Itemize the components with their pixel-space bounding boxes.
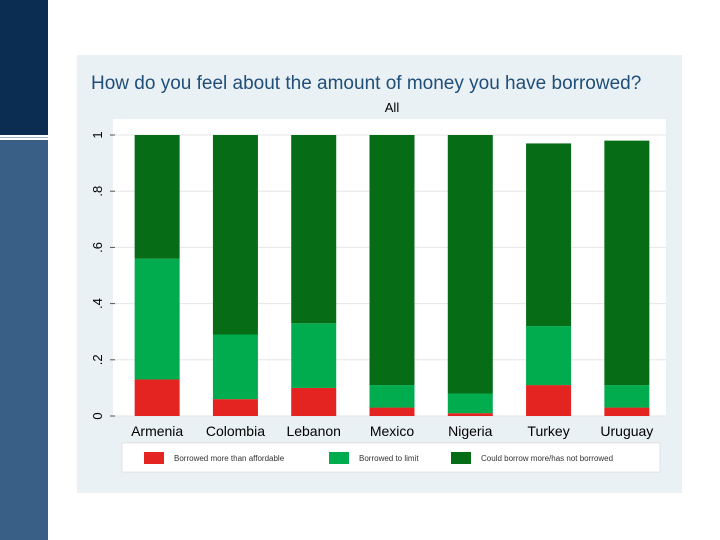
x-tick-label: Turkey xyxy=(527,423,569,439)
bar-segment xyxy=(212,135,258,335)
bar-segment xyxy=(134,258,180,380)
bar-segment xyxy=(369,385,415,408)
bar-segment xyxy=(447,135,493,394)
slide-accent-bar-bottom xyxy=(0,140,48,540)
bar-segment xyxy=(291,135,337,324)
x-tick-label: Mexico xyxy=(370,423,415,439)
y-tick-label: 0 xyxy=(90,412,105,419)
bar-segment xyxy=(134,135,180,259)
chart-figure: How do you feel about the amount of mone… xyxy=(77,55,682,493)
bar-segment xyxy=(447,413,493,416)
bar-segment xyxy=(604,140,650,386)
bar-segment xyxy=(291,387,337,416)
bars xyxy=(134,135,650,416)
x-tick-label: Armenia xyxy=(131,423,183,439)
slide-accent-bar-top xyxy=(0,0,48,135)
bar-segment xyxy=(526,385,572,416)
legend-label: Borrowed more than affordable xyxy=(174,454,285,463)
x-tick-label: Lebanon xyxy=(286,423,341,439)
slide-accent-divider xyxy=(0,137,48,138)
legend-swatch xyxy=(451,452,471,464)
y-tick-label: .8 xyxy=(90,186,105,197)
legend-label: Borrowed to limit xyxy=(359,454,419,463)
chart-title: How do you feel about the amount of mone… xyxy=(91,73,641,94)
legend-swatch xyxy=(329,452,349,464)
bar-segment xyxy=(447,393,493,414)
legend-swatch xyxy=(144,452,164,464)
bar-segment xyxy=(604,407,650,416)
x-tick-label: Nigeria xyxy=(448,423,493,439)
stacked-bar-chart: How do you feel about the amount of mone… xyxy=(90,73,666,473)
legend-box xyxy=(121,442,661,473)
bar-segment xyxy=(212,334,258,400)
chart-subtitle: All xyxy=(385,100,400,115)
x-axis-labels: Armenia Colombia Lebanon Mexico Nigeria Turke… xyxy=(131,423,653,439)
y-tick-label: .4 xyxy=(90,298,105,309)
legend-label: Could borrow more/has not borrowed xyxy=(481,454,613,463)
x-tick-label: Uruguay xyxy=(600,423,653,439)
y-tick-label: .2 xyxy=(90,354,105,365)
bar-segment xyxy=(369,407,415,416)
bar-segment xyxy=(604,385,650,408)
y-tick-label: 1 xyxy=(90,131,105,138)
x-tick-label: Colombia xyxy=(206,423,265,439)
y-tick-label: .6 xyxy=(90,242,105,253)
bar-segment xyxy=(291,323,337,388)
bar-segment xyxy=(212,399,258,416)
legend: Borrowed more than affordable Borrowed to… xyxy=(144,452,613,464)
bar-segment xyxy=(526,326,572,386)
bar-segment xyxy=(369,135,415,386)
bar-segment xyxy=(134,379,180,416)
y-axis-ticks: 0 .2 .4 .6 .8 1 xyxy=(90,131,115,420)
bar-segment xyxy=(526,143,572,327)
